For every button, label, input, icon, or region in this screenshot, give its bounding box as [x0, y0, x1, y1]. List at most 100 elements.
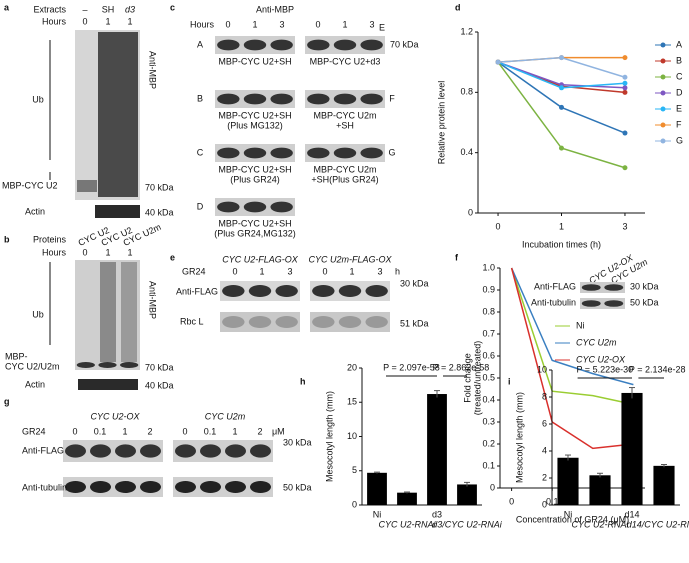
label: Extracts [33, 4, 66, 14]
legend-label: CYC U2-OX [576, 354, 626, 364]
y-tick-label: 8 [542, 391, 547, 401]
label: Actin [25, 206, 45, 216]
label: (Plus GR24,MG132) [214, 228, 296, 238]
x-tick-label: 3 [622, 221, 627, 231]
y-tick-label: 0 [542, 499, 547, 509]
label: 1 [342, 19, 347, 29]
legend-marker [660, 106, 666, 112]
legend-label: D [676, 87, 683, 97]
band [243, 147, 267, 159]
bar [653, 465, 675, 505]
label: i [508, 376, 511, 386]
label: MBP- [5, 351, 28, 361]
band [225, 481, 246, 493]
label: 1 [252, 19, 257, 29]
band [76, 362, 95, 368]
label: SH [102, 4, 115, 14]
label: μM [272, 426, 285, 436]
point [622, 89, 628, 95]
label: CYC U2m-FLAG-OX [308, 254, 392, 264]
label: 0 [82, 16, 87, 26]
band [98, 362, 117, 368]
band [307, 93, 330, 105]
y-tick-label: 0.4 [460, 147, 473, 157]
blot [98, 32, 138, 197]
label: Ub [32, 309, 44, 319]
label: 40 kDa [145, 380, 174, 390]
point [559, 104, 564, 110]
y-tick-label: 4 [542, 445, 547, 455]
label: CYC U2m [205, 411, 246, 421]
legend-marker [660, 122, 666, 128]
band [275, 285, 298, 297]
band [360, 39, 383, 51]
blot [63, 477, 163, 497]
label: (Plus GR24) [230, 174, 280, 184]
label: d [455, 2, 461, 12]
label: h [395, 266, 400, 276]
band [115, 481, 136, 493]
point [559, 85, 564, 91]
label: 1 [127, 16, 132, 26]
label: 0.1 [94, 426, 107, 436]
label: (Plus MG132) [227, 120, 283, 130]
band [360, 147, 383, 159]
series-line [497, 56, 626, 78]
y-tick-label: 6 [542, 418, 547, 428]
x-tick-label: CYC U2-RNAi [378, 519, 436, 529]
band [270, 39, 293, 51]
band [243, 93, 267, 105]
series-line [510, 267, 634, 450]
y-tick-label: 0.4 [482, 394, 495, 404]
band [200, 444, 221, 458]
y-tick-label: 20 [347, 362, 357, 372]
label: G [388, 147, 395, 157]
band [140, 444, 161, 458]
y-tick-label: 0 [352, 499, 357, 509]
label: 0.1 [204, 426, 217, 436]
bar [589, 475, 611, 505]
band [250, 444, 271, 458]
label: D [197, 201, 204, 211]
label: 0 [232, 266, 237, 276]
label: 3 [377, 266, 382, 276]
legend-label: C [676, 71, 683, 81]
legend-marker [660, 58, 666, 64]
band [248, 285, 272, 297]
band [140, 481, 161, 493]
point [559, 55, 564, 61]
legend-label: F [676, 119, 682, 129]
label: Anti-MBP [256, 4, 294, 14]
x-tick-label: d14/CYC U2-RNAi [627, 519, 689, 529]
bar [457, 484, 477, 505]
label: 0 [322, 266, 327, 276]
label: b [4, 234, 10, 244]
band [307, 39, 330, 51]
label: GR24 [22, 426, 46, 436]
series-line [497, 61, 626, 169]
legend-marker [660, 90, 666, 96]
x-axis-label: Incubation times (h) [522, 239, 601, 249]
band [275, 316, 298, 328]
band [307, 147, 330, 159]
label: MBP-CYC U2+SH [218, 56, 291, 66]
label: 1 [232, 426, 237, 436]
label: 70 kDa [145, 362, 174, 372]
label: 40 kDa [145, 207, 174, 217]
band [225, 444, 246, 458]
label: Hours [190, 19, 215, 29]
y-tick-label: 0 [490, 482, 495, 492]
band [120, 362, 139, 368]
label: 1 [105, 247, 110, 257]
label: MBP-CYC U2m [313, 164, 376, 174]
series-line [497, 61, 626, 134]
y-axis-label: Mesocotyl length (mm) [324, 391, 334, 482]
point [622, 74, 628, 80]
blot [580, 298, 625, 309]
y-axis-label: (treated/untreated) [472, 341, 482, 416]
legend-label: CYC U2m [576, 337, 617, 347]
band [581, 284, 601, 291]
band [217, 93, 240, 105]
series-line [510, 267, 634, 406]
bar [557, 457, 579, 505]
